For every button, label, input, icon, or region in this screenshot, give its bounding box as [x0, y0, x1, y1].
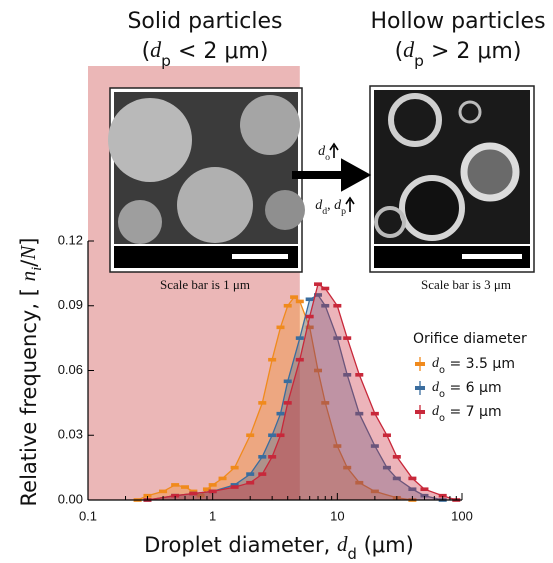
- y-tick-label: 0.06: [58, 362, 83, 377]
- data-marker: [306, 315, 314, 319]
- particle: [402, 178, 462, 238]
- data-marker: [258, 455, 266, 459]
- data-marker: [314, 282, 322, 286]
- data-marker: [276, 433, 284, 437]
- data-marker: [333, 304, 341, 308]
- y-tick-label: 0.12: [58, 232, 83, 247]
- y-axis-label: Relative frequency, [ ni/N]: [16, 238, 46, 507]
- arrow-label: dd, dp: [315, 198, 346, 217]
- data-marker: [290, 295, 298, 299]
- subtitle: (dp > 2 μm): [395, 37, 522, 69]
- data-marker: [219, 477, 227, 481]
- data-marker: [276, 326, 284, 330]
- x-tick-label: 1: [209, 508, 216, 523]
- x-axis-label: Droplet diameter, dd (μm): [144, 532, 414, 563]
- data-marker: [246, 472, 254, 476]
- particle: [177, 167, 253, 243]
- scale-bar: [232, 254, 288, 259]
- title: Hollow particles: [370, 9, 545, 34]
- arrow-label: do: [318, 144, 330, 163]
- chart: 0.00 0.03 0.06 0.09 0.12 0.1 1 10 100 do = 3.5 μm…: [0, 0, 553, 563]
- data-marker: [296, 358, 304, 362]
- data-marker: [268, 455, 276, 459]
- inset-solid: [108, 88, 305, 272]
- data-marker: [276, 412, 284, 416]
- data-marker: [284, 401, 292, 405]
- particle: [108, 98, 192, 182]
- data-marker: [246, 481, 254, 485]
- data-marker: [268, 433, 276, 437]
- data-marker: [258, 401, 266, 405]
- legend-label: do = 7 μm: [432, 404, 502, 424]
- title: Solid particles: [127, 9, 282, 34]
- scale-bar: [462, 254, 522, 259]
- data-marker: [231, 466, 239, 470]
- data-marker: [209, 483, 217, 487]
- data-marker: [246, 433, 254, 437]
- data-marker: [268, 358, 276, 362]
- data-marker: [284, 304, 292, 308]
- data-marker: [209, 490, 217, 494]
- data-marker: [296, 300, 304, 304]
- legend-swatch: [415, 410, 425, 414]
- particle: [118, 200, 162, 244]
- data-marker: [408, 477, 416, 481]
- data-marker: [284, 379, 292, 383]
- inset-caption: Scale bar is 3 μm: [421, 277, 511, 292]
- data-marker: [383, 433, 391, 437]
- data-marker: [343, 336, 351, 340]
- x-tick-label: 0.1: [79, 508, 97, 523]
- data-marker: [306, 297, 314, 301]
- inset-hollow: [370, 86, 534, 272]
- data-marker: [159, 490, 167, 494]
- subtitle: (dp < 2 μm): [142, 37, 269, 69]
- particle: [464, 146, 516, 198]
- data-marker: [181, 485, 189, 489]
- legend-swatch: [415, 362, 425, 366]
- up-arrow: [330, 144, 338, 158]
- data-marker: [296, 336, 304, 340]
- data-marker: [420, 487, 428, 491]
- data-marker: [258, 472, 266, 476]
- up-arrow: [346, 198, 354, 212]
- x-tick-label: 10: [330, 508, 344, 523]
- data-marker: [189, 492, 197, 496]
- particle: [240, 95, 300, 155]
- legend-title: Orifice diameter: [413, 331, 527, 347]
- data-marker: [371, 412, 379, 416]
- data-marker: [171, 483, 179, 487]
- y-tick-label: 0.09: [58, 297, 83, 312]
- y-tick-label: 0.03: [58, 427, 83, 442]
- x-tick-label: 100: [451, 508, 473, 523]
- data-marker: [355, 373, 363, 377]
- legend-swatch: [415, 386, 425, 390]
- legend-label: do = 3.5 μm: [432, 356, 515, 376]
- legend-label: do = 6 μm: [432, 380, 502, 400]
- data-marker: [393, 455, 401, 459]
- inset-caption: Scale bar is 1 μm: [160, 277, 250, 292]
- particle: [265, 190, 305, 230]
- data-marker: [231, 485, 239, 489]
- data-marker: [321, 287, 329, 291]
- y-tick-label: 0.00: [58, 491, 83, 506]
